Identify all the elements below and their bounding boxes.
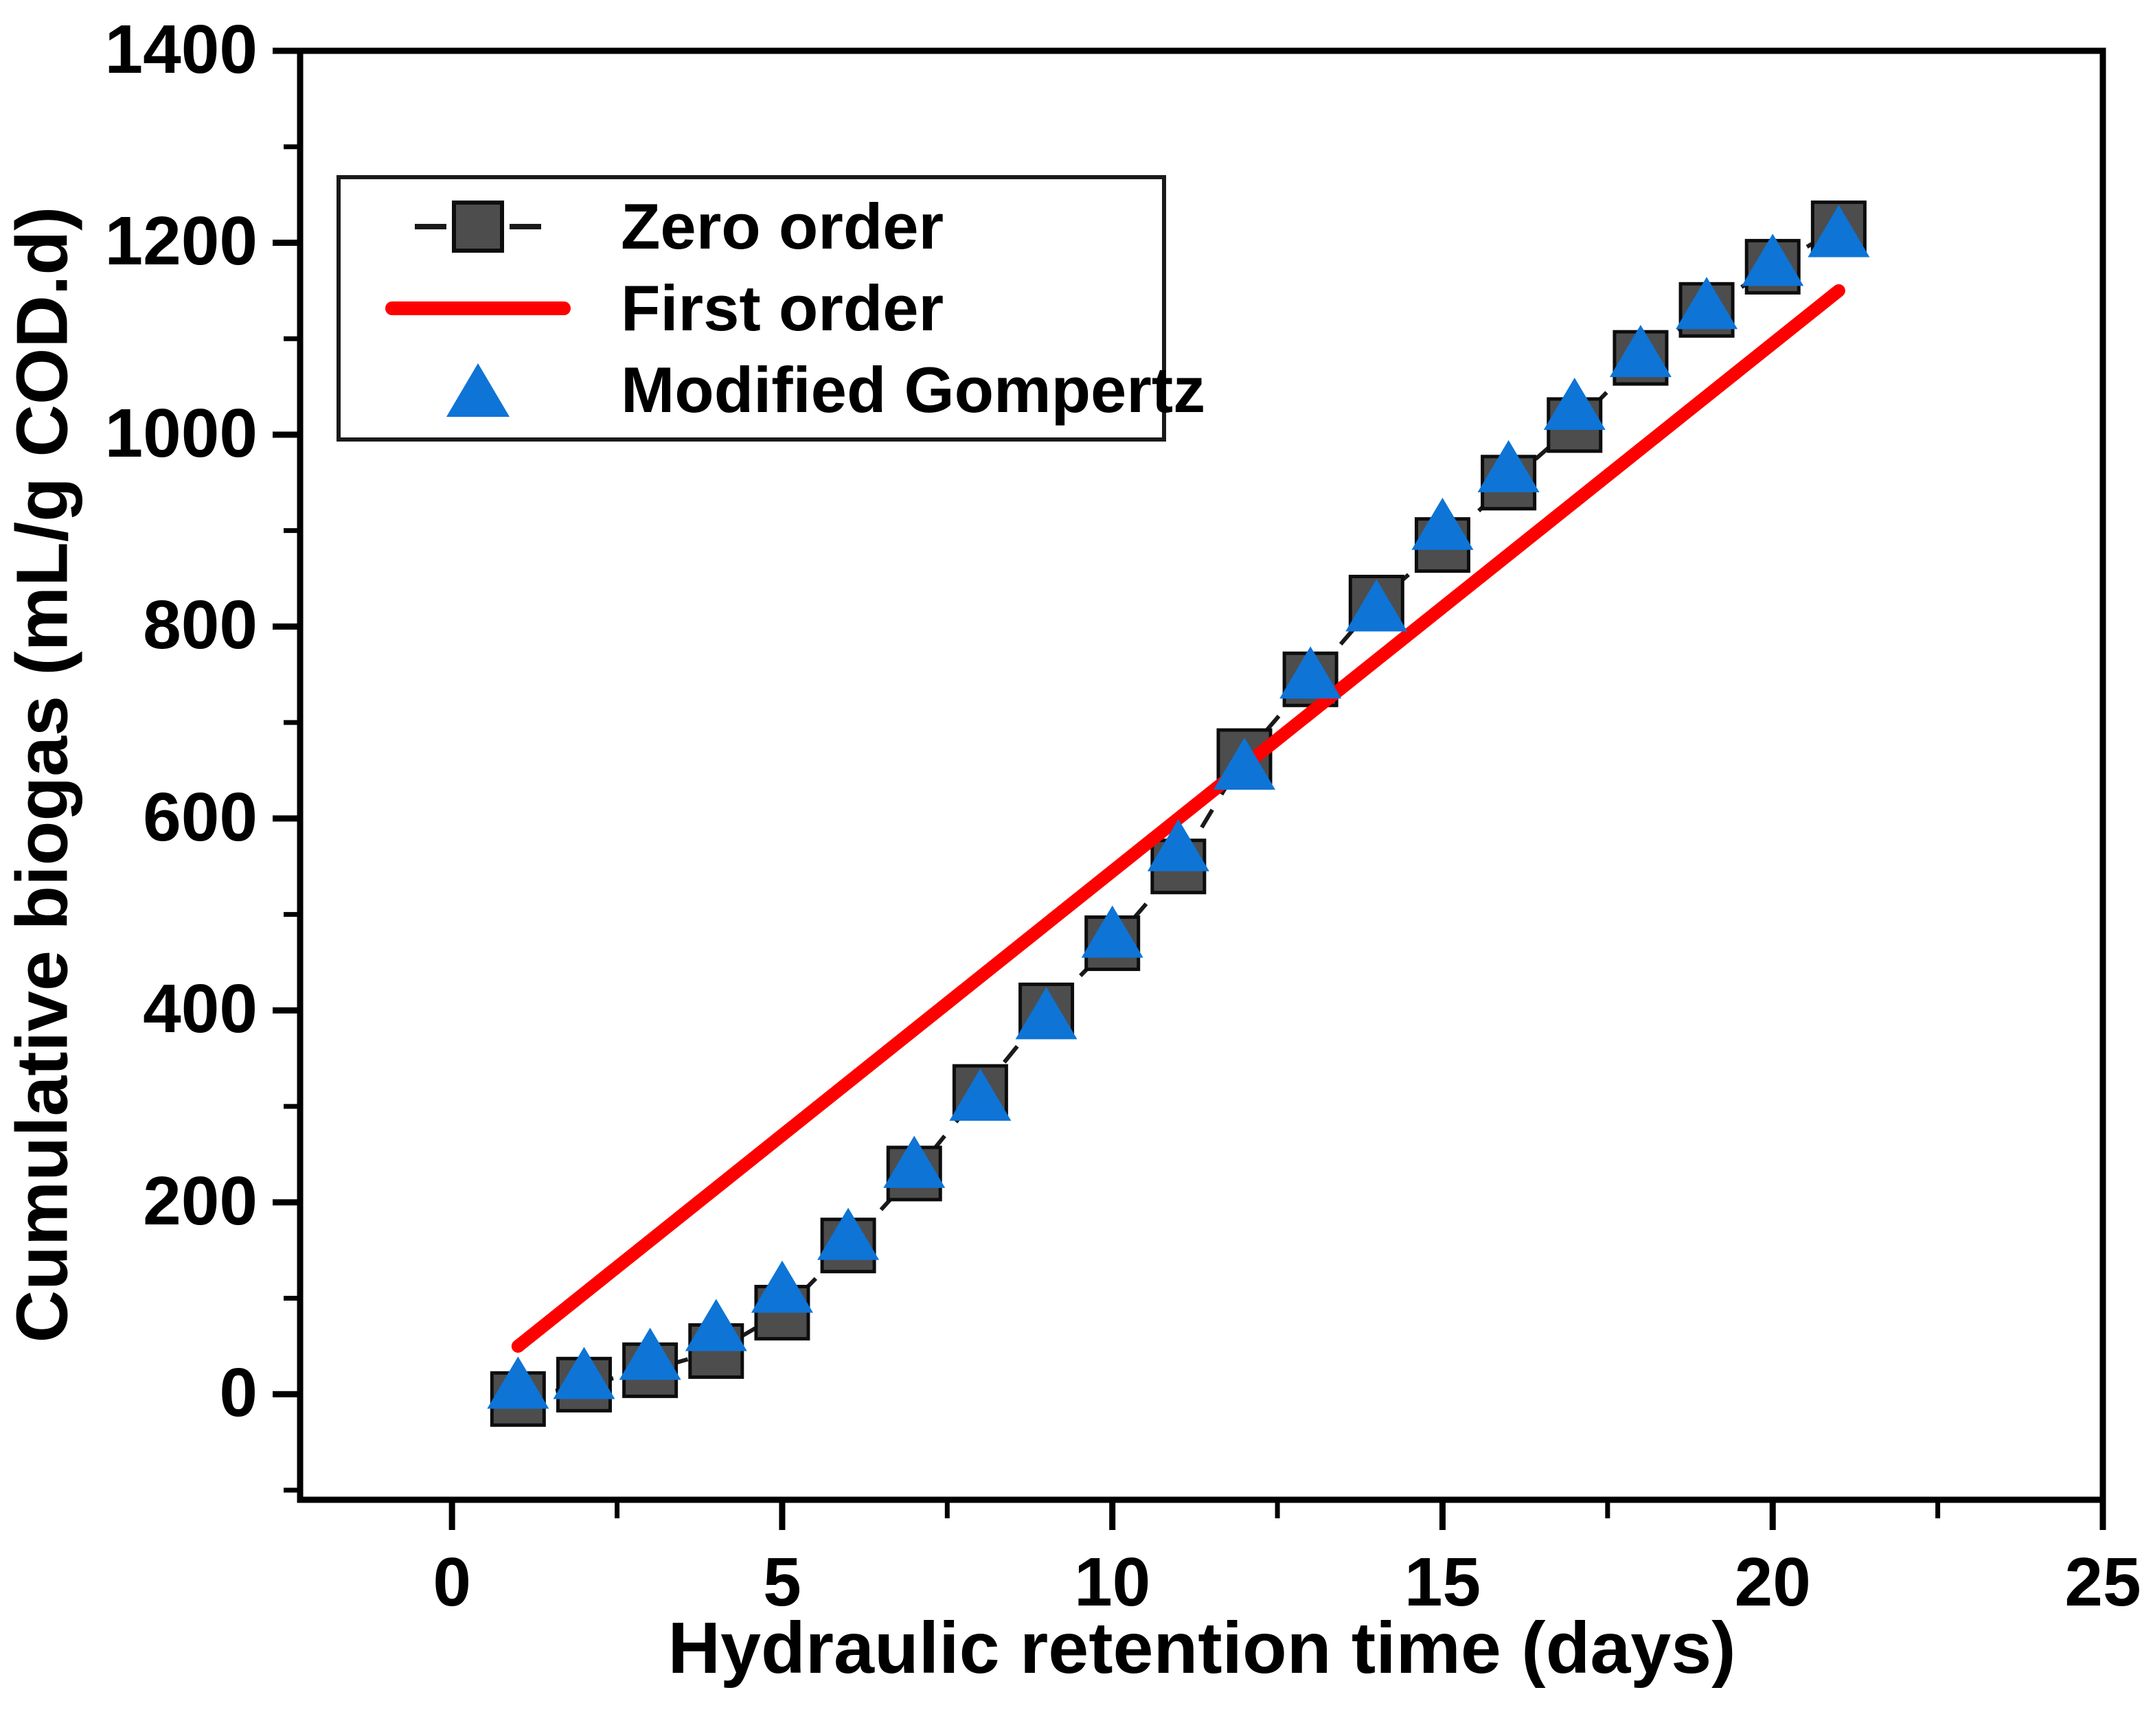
modified-gompertz-triangle-marker — [1543, 378, 1606, 431]
triangle-marker-icon — [446, 363, 510, 417]
legend-label-zero-order: Zero order — [621, 190, 944, 263]
modified-gompertz-triangle-marker — [1676, 277, 1738, 330]
modified-gompertz-triangle-marker — [949, 1069, 1012, 1121]
x-tick-label-10: 10 — [1074, 1544, 1151, 1621]
y-tick-label-1400: 1400 — [104, 11, 258, 88]
modified-gompertz-triangle-marker — [883, 1135, 946, 1188]
x-tick-label-15: 15 — [1404, 1544, 1481, 1621]
modified-gompertz-triangle-marker — [1477, 439, 1540, 492]
y-axis-title: Cumulative biogas (mL/g COD.d) — [1, 206, 83, 1343]
y-tick-label-0: 0 — [219, 1354, 258, 1432]
modified-gompertz-triangle-marker — [1609, 325, 1672, 378]
modified-gompertz-triangle-marker — [487, 1356, 549, 1409]
y-tick-label-600: 600 — [143, 778, 258, 856]
legend-entry-modified-gompertz: Modified Gompertz — [341, 350, 1205, 431]
modified-gompertz-triangle-marker — [1015, 987, 1078, 1040]
legend: Zero order First order Modified Gompertz — [337, 175, 1205, 442]
modified-gompertz-triangle-marker — [553, 1347, 615, 1400]
legend-entry-zero-order: Zero order — [341, 186, 1162, 267]
zero-order-legend-marker — [341, 201, 615, 253]
y-tick-label-1200: 1200 — [104, 203, 258, 280]
modified-gompertz-legend-marker — [341, 363, 615, 417]
modified-gompertz-triangle-marker — [1411, 497, 1474, 550]
square-marker-icon — [452, 201, 504, 253]
modified-gompertz-triangle-marker — [1081, 905, 1143, 958]
plot-area: Zero order First order Modified Gompertz — [273, 47, 2106, 1530]
modified-gompertz-triangle-marker — [619, 1327, 681, 1380]
modified-gompertz-triangle-marker — [1808, 205, 1870, 258]
modified-gompertz-triangle-marker — [1345, 579, 1408, 632]
modified-gompertz-triangle-marker — [1742, 233, 1804, 286]
y-tick-label-200: 200 — [143, 1162, 258, 1240]
legend-label-first-order: First order — [621, 271, 944, 344]
y-tick-label-800: 800 — [143, 586, 258, 664]
modified-gompertz-triangle-marker — [1214, 738, 1275, 790]
dash-line-segment — [510, 224, 541, 230]
y-tick-label-1000: 1000 — [104, 394, 258, 472]
red-line-icon — [385, 301, 571, 315]
x-tick-label-20: 20 — [1734, 1544, 1811, 1621]
modified-gompertz-triangle-marker — [685, 1299, 747, 1351]
chart-canvas — [273, 47, 2106, 1530]
y-tick-label-400: 400 — [143, 970, 258, 1048]
x-tick-label-25: 25 — [2064, 1544, 2141, 1621]
x-tick-label-0: 0 — [433, 1544, 471, 1621]
x-tick-label-5: 5 — [763, 1544, 801, 1621]
plot-frame — [297, 47, 2106, 1503]
first-order-legend-marker — [341, 301, 615, 315]
modified-gompertz-triangle-marker — [751, 1260, 813, 1313]
modified-gompertz-triangle-marker — [1279, 646, 1342, 699]
modified-gompertz-triangle-marker — [1147, 819, 1209, 871]
legend-label-modified-gompertz: Modified Gompertz — [621, 353, 1206, 426]
modified-gompertz-triangle-marker — [817, 1207, 880, 1260]
legend-entry-first-order: First order — [341, 268, 1162, 349]
dash-line-segment — [415, 224, 446, 230]
x-axis-title: Hydraulic retention time (days) — [668, 1608, 1736, 1689]
first-order-line — [511, 284, 1845, 1353]
